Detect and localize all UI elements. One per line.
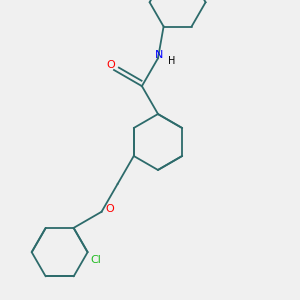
Text: H: H	[168, 56, 176, 66]
Text: N: N	[155, 50, 163, 60]
Text: Cl: Cl	[90, 255, 101, 265]
Text: O: O	[105, 204, 114, 214]
Text: O: O	[106, 60, 116, 70]
